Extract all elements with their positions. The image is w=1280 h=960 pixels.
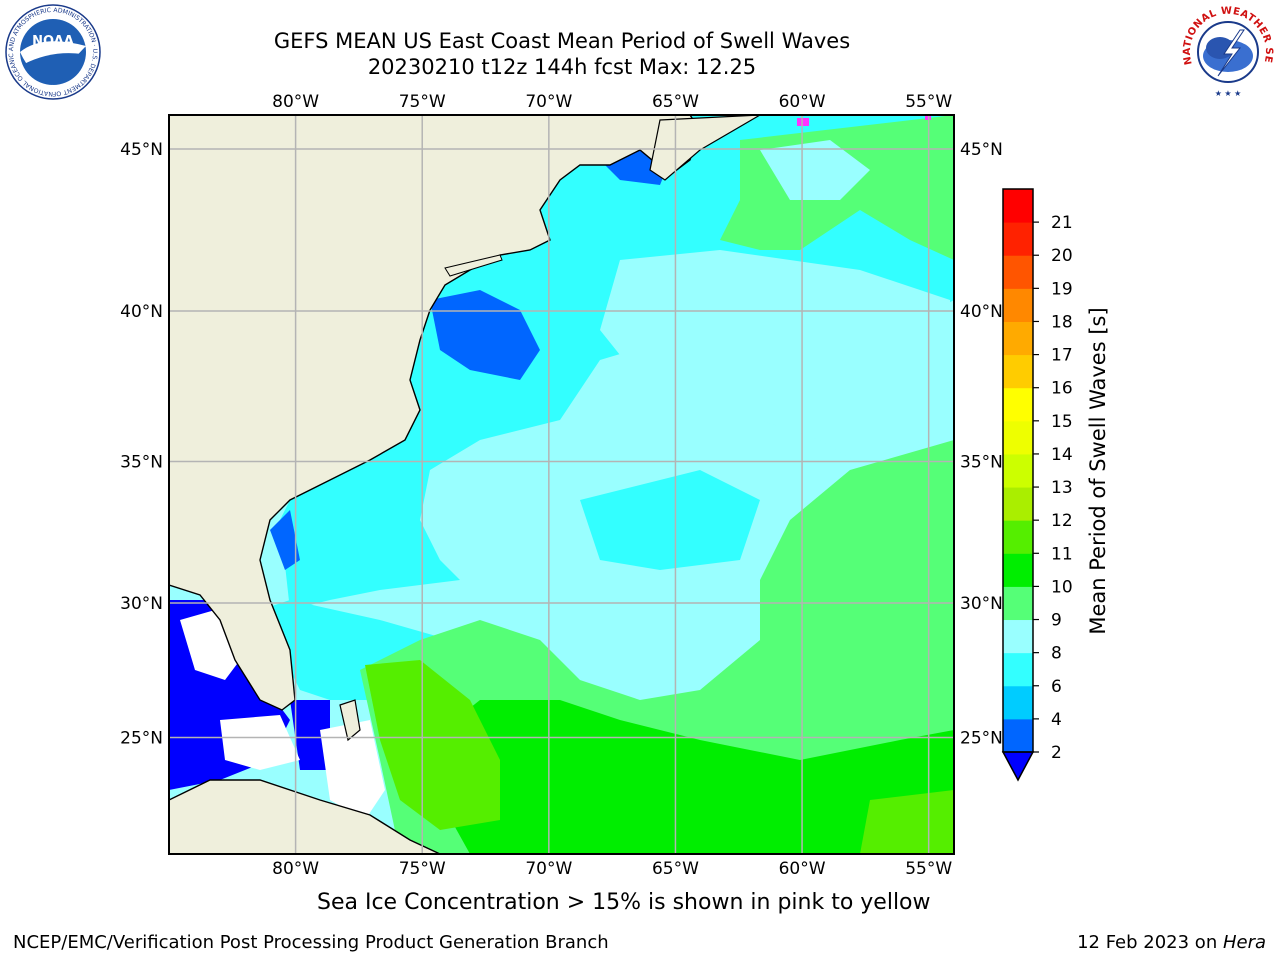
colorbar-segment (1003, 652, 1033, 687)
no-data-gulf (180, 610, 240, 680)
swell-field-under-min-straits (290, 700, 330, 770)
colorbar-segment (1003, 387, 1033, 422)
colorbar-tick-label: 19 (1051, 279, 1073, 299)
map-frame (168, 114, 955, 855)
colorbar-segment (1003, 553, 1033, 587)
colorbar-tick-label: 21 (1051, 213, 1073, 233)
land-cuba (169, 779, 441, 854)
swell-field-10s-south (430, 700, 954, 854)
lat-tick-label-left: 45°N (120, 140, 163, 160)
lon-tick-label-bottom: 70°W (525, 859, 572, 879)
colorbar-tick-label: 18 (1051, 312, 1073, 332)
colorbar-tick-label: 10 (1051, 577, 1073, 597)
colorbar-segment (1003, 718, 1033, 753)
colorbar-tick-label: 8 (1051, 644, 1062, 664)
graticule (169, 115, 954, 854)
swell-field-8s-central-north (600, 250, 954, 470)
lon-tick-label-top: 75°W (399, 92, 446, 112)
colorbar-tick-label: 12 (1051, 511, 1073, 531)
map-plot-area (169, 115, 954, 854)
colorbar-tick-label: 20 (1051, 246, 1073, 266)
colorbar-segment (1003, 453, 1033, 488)
colorbar-under-triangle (1001, 751, 1035, 782)
colorbar-segment (1003, 619, 1033, 654)
swell-field-6s-region-mid (580, 470, 760, 570)
land-long-island (444, 254, 503, 277)
footer-timestamp: 12 Feb 2023 on Hera (1077, 932, 1266, 953)
colorbar-tick-label: 9 (1051, 611, 1062, 631)
lon-tick-label-top: 65°W (652, 92, 699, 112)
colorbar-segment (1003, 586, 1033, 621)
lat-tick-label-right: 40°N (960, 302, 1003, 322)
lon-tick-label-bottom: 55°W (905, 859, 952, 879)
swell-field-8s-north-patch (760, 140, 870, 200)
lon-tick-label-top: 60°W (779, 92, 826, 112)
lat-tick-label-left: 25°N (120, 729, 163, 749)
colorbar-segment (1003, 520, 1033, 554)
land-bahamas-andros (339, 699, 361, 742)
sea-ice-footnote: Sea Ice Concentration > 15% is shown in … (317, 890, 931, 915)
colorbar: 2 4 6 8 9 10 11 12 13 14 15 16 17 18 19 20 21 (1001, 188, 1073, 782)
lat-tick-label-right: 30°N (960, 594, 1003, 614)
lon-tick-label-top: 55°W (905, 92, 952, 112)
colorbar-label: Mean Period of Swell Waves [s] (1086, 307, 1110, 634)
map-subtitle: 20230210 t12z 144h fcst Max: 12.25 (367, 55, 757, 79)
lat-tick-label-right: 25°N (960, 729, 1003, 749)
lat-tick-label-left: 30°N (120, 594, 163, 614)
colorbar-segment (1003, 420, 1033, 455)
colorbar-segment (1003, 354, 1033, 389)
lon-tick-label-top: 70°W (525, 92, 572, 112)
footer-credit: NCEP/EMC/Verification Post Processing Pr… (13, 932, 609, 953)
nws-logo: NATIONAL WEATHER SERVICE ★ ★ ★ (1178, 4, 1274, 98)
colorbar-tick-label: 11 (1051, 544, 1073, 564)
svg-text:★ ★ ★: ★ ★ ★ (1215, 89, 1242, 98)
colorbar-segment (1003, 288, 1033, 322)
footer-host: Hera (1222, 932, 1266, 953)
swell-field-11s-patch-east (860, 790, 954, 854)
colorbar-tick-label: 4 (1051, 710, 1062, 730)
map-title: GEFS MEAN US East Coast Mean Period of S… (273, 29, 851, 53)
lat-tick-label-left: 35°N (120, 452, 163, 472)
colorbar-tick-label: 13 (1051, 478, 1073, 498)
colorbar-tick-label: 16 (1051, 379, 1073, 399)
colorbar-segment (1003, 321, 1033, 356)
lon-tick-label-top: 80°W (272, 92, 319, 112)
footer-date: 12 Feb 2023 on (1077, 932, 1223, 953)
lon-tick-label-bottom: 60°W (779, 859, 826, 879)
lat-tick-label-left: 40°N (120, 302, 163, 322)
colorbar-segment (1003, 685, 1033, 720)
lat-tick-label-right: 35°N (960, 452, 1003, 472)
colorbar-tick-label: 17 (1051, 346, 1073, 366)
no-data-florida-bay (220, 715, 300, 770)
lon-tick-label-bottom: 65°W (652, 859, 699, 879)
land-north-america (169, 115, 701, 711)
sea-ice-patch (797, 118, 809, 126)
swell-field-4s-mid-atlantic (430, 290, 540, 380)
noaa-logo: NATIONAL OCEANIC AND ATMOSPHERIC ADMINIS… (2, 4, 101, 100)
swell-field-4s-southeast (270, 510, 300, 570)
noaa-logo-text: NOAA (32, 34, 74, 49)
swell-field-11s-bahamas (365, 660, 500, 830)
colorbar-tick-label: 15 (1051, 412, 1073, 432)
colorbar-frame (1002, 188, 1034, 753)
lon-tick-label-bottom: 80°W (272, 859, 319, 879)
colorbar-tick-label: 2 (1051, 743, 1062, 763)
colorbar-tick-label: 14 (1051, 445, 1073, 465)
colorbar-tick-label: 6 (1051, 677, 1062, 697)
colorbar-segment (1003, 189, 1033, 223)
colorbar-segment (1003, 255, 1033, 289)
lat-tick-label-right: 45°N (960, 140, 1003, 160)
lon-tick-label-bottom: 75°W (399, 859, 446, 879)
colorbar-segment (1003, 487, 1033, 521)
colorbar-segment (1003, 222, 1033, 256)
no-data-bahamas-banks (320, 720, 385, 820)
